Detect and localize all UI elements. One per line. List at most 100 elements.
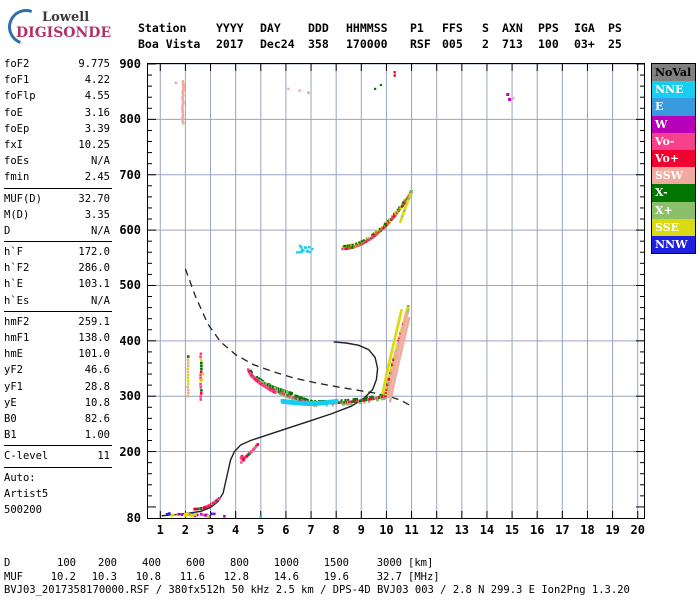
- legend-item-ssw[interactable]: SSW: [652, 167, 695, 185]
- y-axis-label-300: 300: [119, 389, 141, 404]
- echo-point: [384, 389, 388, 393]
- echo-point: [392, 383, 395, 386]
- echo-point: [186, 376, 190, 380]
- echo-point: [381, 392, 384, 395]
- param-key: C-level: [4, 450, 49, 463]
- echo-point: [245, 455, 248, 458]
- legend-item-nnw[interactable]: NNW: [652, 235, 695, 254]
- param-key: h`F: [4, 246, 23, 259]
- param-row-foes: foEs N/A: [4, 153, 112, 169]
- echo-point: [186, 364, 190, 367]
- echo-point: [394, 359, 398, 362]
- echo-point: [394, 376, 397, 379]
- echo-point: [199, 352, 203, 356]
- echo-point: [405, 328, 408, 332]
- echo-point: [400, 218, 403, 221]
- echo-point: [393, 337, 397, 340]
- echo-point: [199, 370, 203, 374]
- echo-point: [396, 326, 399, 329]
- echo-point: [177, 512, 181, 516]
- echo-point: [382, 387, 385, 390]
- echo-point: [407, 198, 410, 202]
- param-row-b0: B0 82.6: [4, 411, 112, 427]
- legend-item-vo[interactable]: Vo-: [652, 132, 695, 150]
- x-axis-label-2: 2: [181, 523, 190, 537]
- legend-item-noval[interactable]: NoVal: [652, 64, 695, 82]
- echo-point: [204, 514, 207, 517]
- echo-point: [200, 364, 203, 368]
- echo-point: [399, 220, 402, 223]
- legend-item-sse[interactable]: SSE: [652, 218, 695, 236]
- y-axis-label-500: 500: [119, 278, 141, 293]
- echo-point: [363, 401, 366, 404]
- echo-point: [386, 367, 390, 370]
- header-val-8: 713: [502, 37, 523, 51]
- param-divider: [4, 466, 112, 468]
- legend-item-w[interactable]: W: [652, 115, 695, 133]
- param-key: B1: [4, 429, 17, 442]
- echo-point: [242, 459, 245, 462]
- echo-point: [287, 396, 290, 399]
- echo-point: [217, 497, 221, 500]
- echo-point: [206, 514, 210, 518]
- echo-point: [331, 404, 334, 407]
- echo-point: [399, 354, 402, 357]
- echo-point: [368, 400, 371, 403]
- param-row-c-level: C-level 11: [4, 448, 112, 464]
- echo-point: [385, 385, 389, 388]
- echo-point: [199, 355, 202, 359]
- ionogram-plot-area[interactable]: [147, 63, 645, 519]
- echo-point: [393, 74, 396, 77]
- param-row-h-f: h`F 172.0: [4, 244, 112, 260]
- echo-point: [181, 80, 185, 83]
- param-key: hmF2: [4, 315, 30, 328]
- echo-point: [387, 365, 390, 369]
- header-val-5: RSF: [410, 37, 431, 51]
- param-footer-0: Auto:: [4, 471, 36, 484]
- echo-point: [394, 374, 397, 378]
- echo-point: [386, 368, 389, 372]
- echo-point: [187, 391, 190, 395]
- echo-point: [388, 387, 392, 391]
- header-val-7: 2: [482, 37, 489, 51]
- echo-point: [186, 388, 190, 392]
- x-axis-label-9: 9: [357, 523, 365, 537]
- echo-point: [392, 384, 395, 388]
- x-axis-label-10: 10: [379, 523, 394, 537]
- echo-point: [389, 396, 392, 400]
- distance-value-5: 1000: [273, 557, 299, 569]
- echo-point: [387, 378, 390, 381]
- ionogram-canvas[interactable]: [148, 64, 644, 518]
- echo-point: [390, 390, 394, 394]
- param-value: 103.1: [78, 278, 110, 291]
- echo-point: [386, 383, 389, 387]
- echo-point: [305, 250, 309, 253]
- echo-point: [387, 393, 390, 397]
- legend-item-vo[interactable]: Vo+: [652, 149, 695, 168]
- legend-item-e[interactable]: E: [652, 98, 695, 116]
- echo-point: [387, 376, 391, 380]
- y-axis-label-900: 900: [119, 57, 141, 71]
- param-value: 3.16: [84, 106, 110, 119]
- param-value: 3.35: [84, 208, 110, 221]
- echo-point: [389, 384, 392, 388]
- legend-item-nne[interactable]: NNE: [652, 81, 695, 99]
- echo-point: [395, 368, 399, 371]
- echo-point: [397, 362, 400, 365]
- x-axis-label-11: 11: [404, 523, 419, 537]
- echo-point: [200, 361, 203, 365]
- echo-point: [406, 201, 409, 204]
- param-row-h-es: h`Es N/A: [4, 293, 112, 309]
- legend-item-x[interactable]: X-: [652, 184, 695, 202]
- echo-point: [383, 381, 387, 384]
- legend-item-x[interactable]: X+: [652, 201, 695, 219]
- param-value: 3.39: [84, 122, 110, 135]
- echo-point: [378, 227, 381, 231]
- x-axis-label-4: 4: [232, 523, 240, 537]
- echo-point: [200, 392, 203, 395]
- echo-point: [300, 396, 303, 399]
- y-axis-label-200: 200: [119, 444, 141, 459]
- param-key: fxI: [4, 138, 23, 151]
- echo-point: [399, 340, 402, 343]
